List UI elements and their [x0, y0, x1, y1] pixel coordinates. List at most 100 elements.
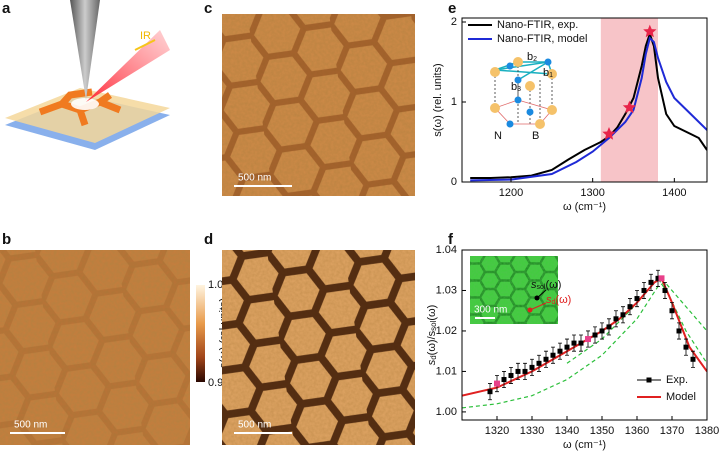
inset-label: sol [537, 284, 546, 291]
panel-label: d [204, 231, 213, 248]
bond-label: b2 [527, 51, 537, 63]
data-point [662, 287, 668, 293]
data-point [669, 308, 675, 314]
legend-label: Nano-FTIR, exp. [497, 19, 578, 31]
afm-image-c: 500 nm [222, 14, 415, 196]
highlight-star [622, 100, 637, 114]
highlight-star [643, 24, 657, 38]
x-tick-label: 1320 [485, 425, 509, 437]
bond-label: b3 [511, 81, 521, 93]
legend-label: Exp. [666, 374, 688, 386]
series-line [462, 281, 707, 409]
y-tick-label: 1.03 [436, 284, 457, 296]
bond-label: 2 [533, 56, 537, 63]
scale-bar-label: 500 nm [238, 173, 271, 184]
inset-label: (ω) [545, 279, 561, 291]
data-point [655, 275, 661, 281]
y-tick-label: 0 [451, 176, 457, 188]
data-point [487, 389, 493, 395]
y-axis-label: (ω)/s [426, 330, 438, 355]
data-point [606, 324, 612, 330]
scale-bar-label: 500 nm [14, 420, 47, 431]
afm-image-b: 500 nm [0, 250, 190, 445]
bond-label: 1 [549, 72, 553, 79]
inset-label: s [546, 294, 552, 306]
x-axis-label: ω (cm⁻¹) [563, 201, 606, 213]
data-point [599, 328, 605, 334]
bond-label: b1 [543, 67, 553, 79]
inset-label: ssol(ω) [531, 279, 561, 291]
crystal-structure: b2 b1 b3 N B [490, 51, 557, 142]
atom-label: B [532, 130, 539, 142]
bond-label: b [511, 81, 517, 93]
data-point [557, 348, 563, 354]
y-axis-label: s(ω) (rel. units) [432, 63, 444, 136]
data-point [508, 372, 514, 378]
data-point [550, 352, 556, 358]
y-axis-label: d [429, 355, 438, 359]
y-tick-label: 1.00 [436, 406, 457, 418]
schematic: IR [5, 0, 170, 150]
y-axis-label: sd(ω)/ssol(ω) [426, 305, 438, 366]
x-tick-label: 1360 [625, 425, 649, 437]
x-tick-label: 1370 [660, 425, 684, 437]
scale-bar-label: 500 nm [238, 420, 271, 431]
data-point [501, 377, 507, 383]
inset-label: sd(ω) [546, 294, 571, 306]
data-point [690, 356, 696, 362]
highlight-star [602, 127, 616, 140]
x-tick-label: 1200 [499, 187, 523, 199]
legend-swatch [646, 377, 652, 383]
inset-label: s [531, 279, 537, 291]
series-line [462, 276, 707, 397]
beam-label: IR [140, 30, 151, 42]
x-tick-label: 1350 [590, 425, 614, 437]
data-point [676, 328, 682, 334]
data-point [529, 364, 535, 370]
y-tick-label: 1.01 [436, 365, 457, 377]
data-point [592, 332, 598, 338]
chart [462, 269, 707, 409]
atom-label: N [494, 130, 502, 142]
x-tick-label: 1400 [662, 187, 686, 199]
y-tick-label: 2 [451, 16, 457, 28]
plot-frame [461, 17, 708, 183]
data-point [571, 340, 577, 346]
highlight-point [658, 275, 665, 282]
y-tick-label: 1 [451, 96, 457, 108]
highlight-point [585, 336, 591, 343]
data-point [543, 356, 549, 362]
legend-label: Model [666, 391, 696, 403]
data-point [683, 344, 689, 350]
y-axis-label: sol [429, 320, 438, 330]
y-tick-label: 1.02 [436, 325, 457, 337]
y-tick-label: 1.04 [436, 244, 457, 256]
x-tick-label: 1380 [695, 425, 719, 437]
data-point [627, 304, 633, 310]
chart [470, 18, 707, 182]
inset-label: d [552, 299, 556, 306]
legend-label: Nano-FTIR, model [497, 33, 587, 45]
data-point [613, 316, 619, 322]
x-tick-label: 1300 [580, 187, 604, 199]
data-point [536, 360, 542, 366]
panel-label: e [448, 0, 456, 17]
x-tick-label: 1330 [520, 425, 544, 437]
y-axis-label: s [426, 359, 438, 365]
panel-label: f [448, 231, 454, 248]
bond-label: 3 [517, 86, 521, 93]
data-point [620, 312, 626, 318]
inset-image: 300 nm ssol(ω) sd(ω) [470, 256, 571, 324]
data-point [641, 287, 647, 293]
panel-label: a [2, 0, 11, 17]
scale-bar-label: 300 nm [474, 305, 507, 316]
data-point [522, 368, 528, 374]
afm-image-d: 500 nm [222, 250, 415, 445]
data-point [564, 344, 570, 350]
bond-label: b [527, 51, 533, 63]
y-axis-label: (ω) [426, 305, 438, 321]
data-point [634, 296, 640, 302]
panel-label: b [2, 231, 11, 248]
bond-label: b [543, 67, 549, 79]
highlight-point [494, 380, 500, 387]
